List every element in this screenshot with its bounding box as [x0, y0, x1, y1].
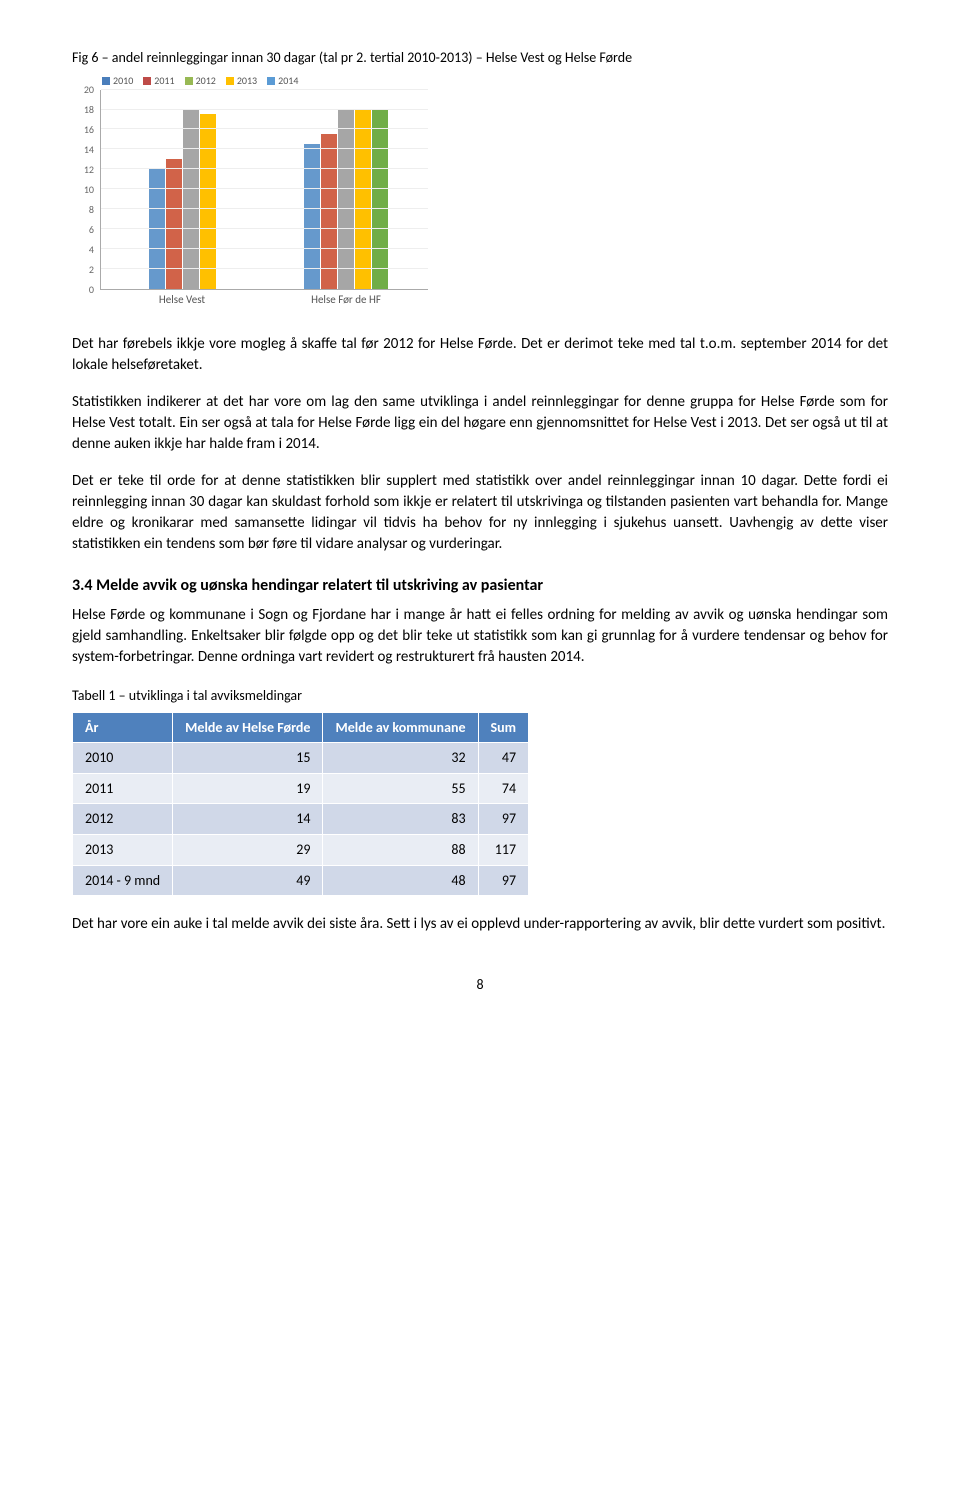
legend-label: 2014 — [278, 74, 298, 88]
table-body: 2010153247201119557420121483972013298811… — [73, 743, 529, 896]
table-cell: 48 — [323, 865, 478, 896]
bar — [183, 110, 199, 289]
legend-item: 2012 — [185, 74, 216, 88]
table-cell: 29 — [173, 834, 323, 865]
table-cell: 19 — [173, 773, 323, 804]
chart-legend: 2010 2011 2012 2013 2014 — [72, 74, 888, 88]
legend-swatch — [102, 77, 110, 85]
table-cell: 15 — [173, 743, 323, 774]
section-body: Helse Førde og kommunane i Sogn og Fjord… — [72, 605, 888, 668]
table-cell: 2012 — [73, 804, 173, 835]
y-tick: 8 — [89, 203, 94, 217]
x-label: Helse Vest — [100, 292, 264, 310]
page-number: 8 — [72, 975, 888, 995]
table-header-cell: År — [73, 712, 173, 743]
data-table: ÅrMelde av Helse FørdeMelde av kommunane… — [72, 712, 529, 897]
bar — [372, 110, 388, 289]
table-cell: 2014 - 9 mnd — [73, 865, 173, 896]
y-tick: 18 — [84, 103, 94, 117]
table-cell: 97 — [478, 865, 529, 896]
table-row: 2011195574 — [73, 773, 529, 804]
legend-swatch — [143, 77, 151, 85]
table-header-cell: Sum — [478, 712, 529, 743]
figure-title: Fig 6 – andel reinnleggingar innan 30 da… — [72, 48, 888, 68]
grid-line — [101, 228, 428, 229]
table-row: 2014 - 9 mnd494897 — [73, 865, 529, 896]
grid-line — [101, 89, 428, 90]
legend-item: 2010 — [102, 74, 133, 88]
bar — [166, 159, 182, 288]
y-tick: 2 — [89, 263, 94, 277]
grid-line — [101, 168, 428, 169]
grid-line — [101, 208, 428, 209]
legend-label: 2010 — [113, 74, 133, 88]
table-header-cell: Melde av Helse Førde — [173, 712, 323, 743]
legend-label: 2011 — [154, 74, 174, 88]
table-cell: 2013 — [73, 834, 173, 865]
table-row: 2012148397 — [73, 804, 529, 835]
paragraph-3: Det er teke til orde for at denne statis… — [72, 471, 888, 555]
table-cell: 117 — [478, 834, 529, 865]
grid-line — [101, 268, 428, 269]
legend-swatch — [185, 77, 193, 85]
y-tick: 14 — [84, 143, 94, 157]
legend-label: 2013 — [237, 74, 257, 88]
paragraph-1: Det har førebels ikkje vore mogleg å ska… — [72, 334, 888, 376]
table-cell: 74 — [478, 773, 529, 804]
table-row: 2010153247 — [73, 743, 529, 774]
plot-area — [100, 90, 428, 290]
legend-item: 2011 — [143, 74, 174, 88]
y-tick: 0 — [89, 283, 94, 297]
x-label: Helse Før de HF — [264, 292, 428, 310]
y-tick: 20 — [84, 83, 94, 97]
table-cell: 83 — [323, 804, 478, 835]
table-cell: 47 — [478, 743, 529, 774]
table-header-row: ÅrMelde av Helse FørdeMelde av kommunane… — [73, 712, 529, 743]
grid-line — [101, 188, 428, 189]
y-tick: 4 — [89, 243, 94, 257]
table-cell: 97 — [478, 804, 529, 835]
table-title: Tabell 1 – utviklinga i tal avviksmeldin… — [72, 686, 888, 706]
grid-line — [101, 248, 428, 249]
section-heading: 3.4 Melde avvik og uønska hendingar rela… — [72, 575, 888, 597]
grid-line — [101, 109, 428, 110]
table-cell: 2011 — [73, 773, 173, 804]
x-axis-labels: Helse VestHelse Før de HF — [100, 292, 428, 310]
bar — [355, 110, 371, 289]
bar — [200, 114, 216, 288]
bar-group — [101, 90, 265, 289]
bar-chart: 02468101214161820 Helse VestHelse Før de… — [72, 90, 432, 310]
y-tick: 6 — [89, 223, 94, 237]
paragraph-2: Statistikken indikerer at det har vore o… — [72, 392, 888, 455]
y-tick: 10 — [84, 183, 94, 197]
y-tick: 12 — [84, 163, 94, 177]
table-cell: 2010 — [73, 743, 173, 774]
table-cell: 55 — [323, 773, 478, 804]
y-axis: 02468101214161820 — [72, 90, 98, 290]
legend-swatch — [226, 77, 234, 85]
bar — [338, 110, 354, 289]
table-cell: 32 — [323, 743, 478, 774]
bar — [321, 134, 337, 288]
legend-item: 2014 — [267, 74, 298, 88]
closing-paragraph: Det har vore ein auke i tal melde avvik … — [72, 914, 888, 935]
bar-group — [265, 90, 429, 289]
y-tick: 16 — [84, 123, 94, 137]
table-cell: 49 — [173, 865, 323, 896]
legend-swatch — [267, 77, 275, 85]
table-header-cell: Melde av kommunane — [323, 712, 478, 743]
grid-line — [101, 148, 428, 149]
table-cell: 14 — [173, 804, 323, 835]
grid-line — [101, 128, 428, 129]
legend-item: 2013 — [226, 74, 257, 88]
table-cell: 88 — [323, 834, 478, 865]
legend-label: 2012 — [196, 74, 216, 88]
table-row: 20132988117 — [73, 834, 529, 865]
